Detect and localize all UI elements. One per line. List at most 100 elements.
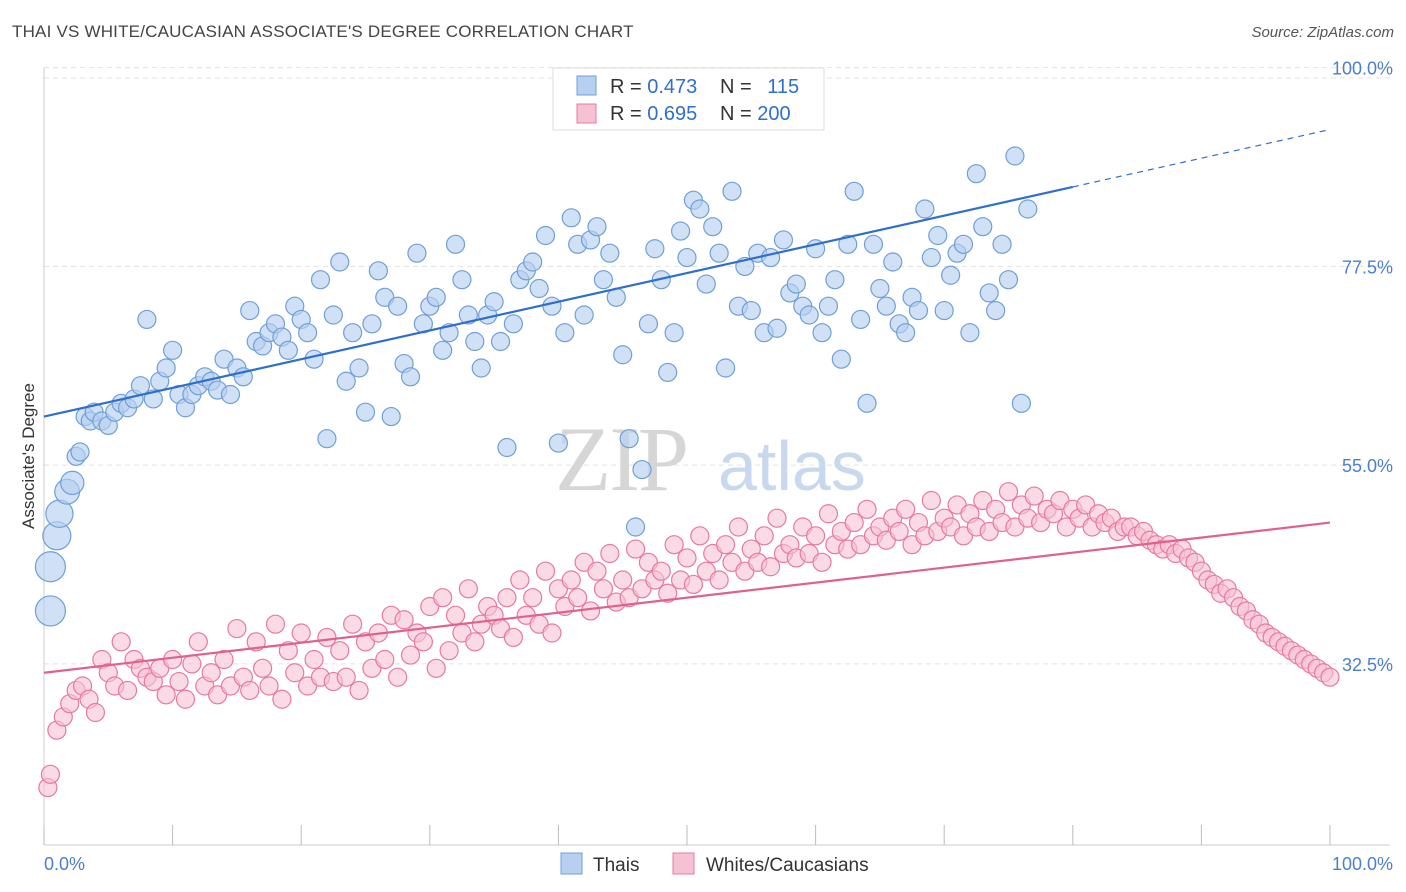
thais-point-99 bbox=[658, 362, 678, 383]
whites-point-150 bbox=[998, 482, 1019, 502]
bottom-legend-swatch-thais bbox=[560, 852, 583, 875]
thais-point-93 bbox=[619, 429, 639, 449]
whites-point-40 bbox=[291, 623, 311, 643]
whites-point-76 bbox=[523, 588, 543, 608]
thais-point-88 bbox=[587, 217, 607, 237]
thais-point-52 bbox=[355, 402, 376, 422]
thais-point-139 bbox=[915, 199, 935, 219]
whites-point-30 bbox=[227, 618, 247, 639]
whites-point-138 bbox=[921, 490, 941, 511]
thais-point-151 bbox=[992, 234, 1012, 254]
thais-point-129 bbox=[851, 309, 871, 330]
legend-r-value-2: 0.695 bbox=[647, 103, 697, 125]
thais-point-63 bbox=[426, 287, 446, 307]
whites-point-64 bbox=[445, 605, 466, 625]
whites-point-66 bbox=[458, 579, 478, 599]
thais-point-89 bbox=[593, 270, 614, 290]
thais-point-136 bbox=[896, 323, 916, 343]
whites-point-96 bbox=[651, 561, 671, 581]
y-axis-label: Associate's Degree bbox=[19, 383, 38, 529]
thais-point-50 bbox=[343, 323, 363, 343]
whites-point-1 bbox=[40, 764, 61, 784]
whites-point-85 bbox=[580, 601, 601, 621]
thais-point-154 bbox=[1011, 393, 1031, 413]
whites-point-34 bbox=[253, 658, 273, 678]
whites-point-72 bbox=[497, 588, 517, 608]
whites-point-26 bbox=[201, 663, 221, 683]
legend-n-value-1: 115 bbox=[767, 76, 799, 98]
thais-point-70 bbox=[471, 358, 491, 378]
thais-point-31 bbox=[220, 384, 241, 405]
thais-point-101 bbox=[670, 221, 691, 241]
whites-point-97 bbox=[658, 583, 678, 603]
thais-point-148 bbox=[973, 217, 993, 237]
whites-point-57 bbox=[400, 645, 421, 665]
whites-point-106 bbox=[715, 535, 736, 555]
whites-point-35 bbox=[259, 676, 279, 696]
thais-point-126 bbox=[831, 349, 851, 369]
thais-point-59 bbox=[400, 367, 421, 387]
thais-point-106 bbox=[703, 217, 723, 237]
thais-point-60 bbox=[407, 243, 427, 263]
thais-point-125 bbox=[825, 270, 845, 290]
whites-point-62 bbox=[433, 588, 453, 608]
whites-point-19 bbox=[156, 685, 176, 705]
thais-point-92 bbox=[613, 345, 633, 365]
thais-point-64 bbox=[433, 340, 453, 360]
trendline-whites bbox=[43, 521, 1331, 674]
legend-frame bbox=[552, 67, 825, 131]
thais-point-68 bbox=[458, 305, 478, 325]
thais-point-49 bbox=[336, 371, 356, 391]
chart-title: THAI VS WHITE/CAUCASIAN ASSOCIATE'S DEGR… bbox=[12, 22, 634, 41]
thais-point-153 bbox=[1005, 146, 1025, 166]
thais-point-130 bbox=[857, 393, 877, 413]
thais-point-94 bbox=[625, 517, 646, 537]
whites-point-32 bbox=[240, 680, 260, 701]
thais-point-138 bbox=[908, 300, 929, 321]
thais-point-80 bbox=[535, 225, 556, 246]
thais-point-19 bbox=[143, 389, 163, 409]
thais-point-105 bbox=[696, 274, 716, 294]
legend-n-label-1: N = bbox=[720, 76, 757, 98]
legend-swatch-whites bbox=[576, 103, 597, 124]
thais-point-146 bbox=[960, 323, 980, 343]
whites-point-22 bbox=[175, 689, 196, 709]
thais-point-86 bbox=[574, 305, 594, 325]
legend-box: R = 0.473 N = 115 R = 0.695 N = 200 bbox=[552, 67, 825, 131]
whites-point-53 bbox=[375, 649, 395, 670]
thais-point-90 bbox=[600, 243, 620, 263]
whites-point-48 bbox=[343, 614, 363, 634]
thais-point-152 bbox=[998, 270, 1019, 290]
thais-point-40 bbox=[278, 340, 298, 360]
whites-point-23 bbox=[182, 654, 202, 674]
watermark-atlas: atlas bbox=[718, 427, 866, 505]
thais-point-102 bbox=[677, 247, 697, 268]
thais-point-134 bbox=[883, 252, 903, 272]
legend-swatch-thais bbox=[576, 75, 597, 96]
thais-point-83 bbox=[555, 323, 575, 343]
source-label: Source: ZipAtlas.com bbox=[1251, 24, 1394, 41]
whites-point-55 bbox=[388, 667, 408, 687]
thais-point-67 bbox=[452, 270, 472, 290]
whites-point-56 bbox=[394, 610, 414, 630]
whites-point-120 bbox=[805, 526, 826, 546]
watermark: ZIP atlas bbox=[555, 408, 866, 510]
bottom-legend: Thais Whites/Caucasians bbox=[560, 852, 869, 876]
thais-point-79 bbox=[529, 278, 549, 299]
thais-point-142 bbox=[934, 300, 954, 321]
svg-text:R = 0.473: R = 0.473 bbox=[610, 76, 697, 98]
whites-point-24 bbox=[188, 632, 208, 652]
whites-point-63 bbox=[439, 641, 459, 661]
y-tick-label-2: 77.5% bbox=[1342, 257, 1393, 277]
thais-point-1 bbox=[34, 551, 67, 583]
thais-point-34 bbox=[240, 300, 260, 321]
thais-point-51 bbox=[349, 358, 369, 378]
thais-point-53 bbox=[362, 314, 382, 334]
whites-point-101 bbox=[683, 574, 704, 595]
thais-point-100 bbox=[664, 323, 684, 343]
thais-point-75 bbox=[503, 314, 523, 334]
tick-labels: 32.5% 55.0% 77.5% 100.0% 0.0% 100.0% bbox=[44, 59, 1393, 874]
whites-point-44 bbox=[317, 627, 337, 648]
thais-point-149 bbox=[979, 283, 999, 303]
thais-point-128 bbox=[844, 181, 864, 201]
